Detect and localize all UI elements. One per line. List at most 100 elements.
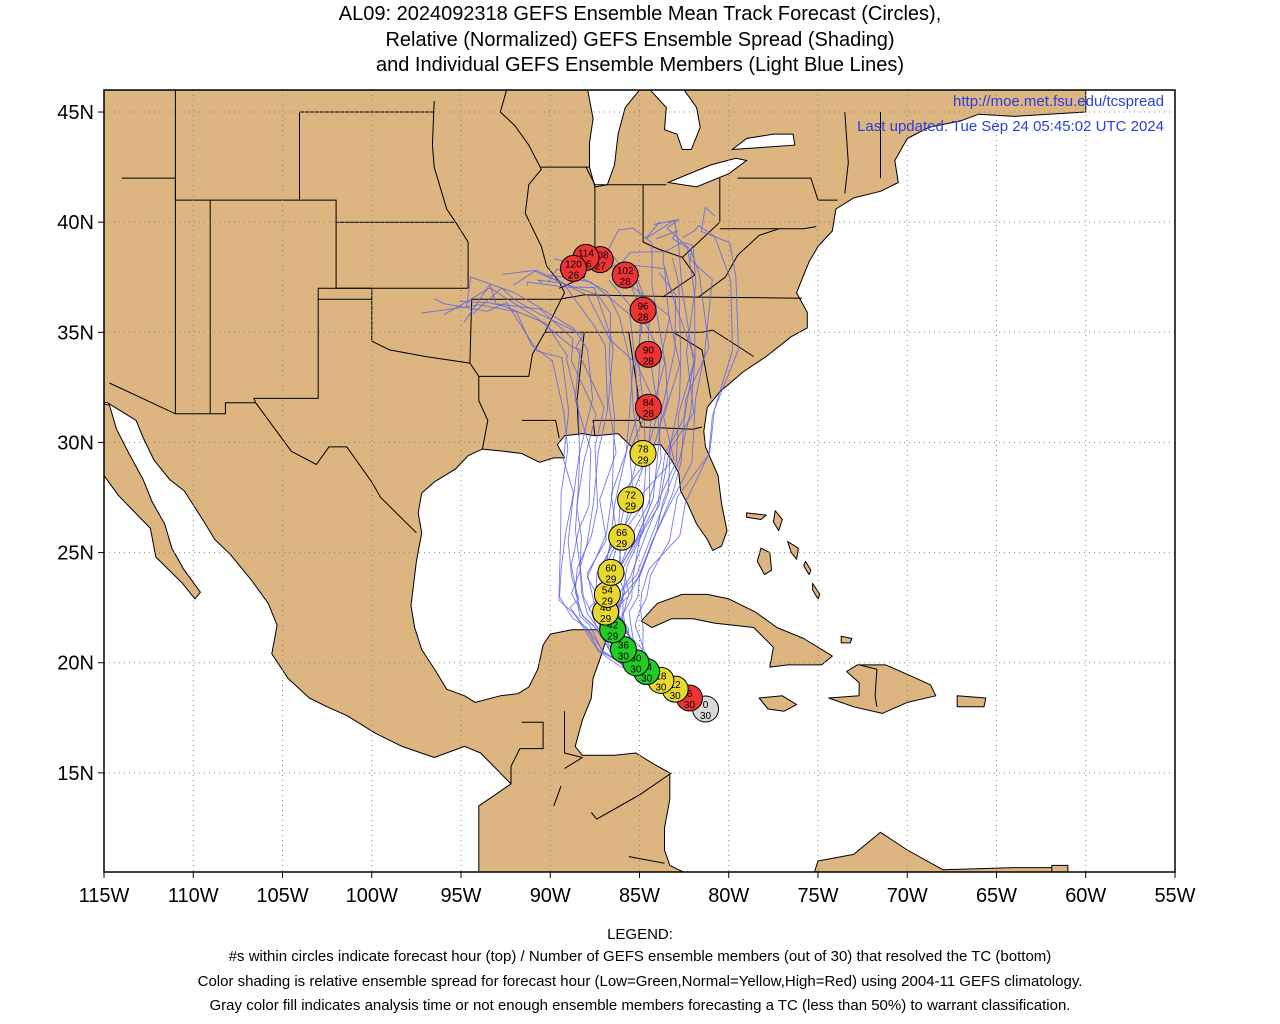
forecast-hour-label: 30 xyxy=(630,654,642,665)
boundary-line xyxy=(628,856,665,864)
forecast-hour-label: 0 xyxy=(703,700,709,711)
member-count-label: 30 xyxy=(630,665,642,676)
member-count-label: 30 xyxy=(684,700,696,711)
forecast-hour-label: 84 xyxy=(643,398,655,409)
mean-track-circles: 0306301230183024303030363042294829542960… xyxy=(559,243,720,723)
credit-url[interactable]: http://moe.met.fsu.edu/tcspread xyxy=(953,93,1164,110)
boundary-line xyxy=(318,287,489,450)
track-point-circle xyxy=(634,393,662,421)
forecast-hour-label: 78 xyxy=(638,444,650,455)
member-count-label: 27 xyxy=(595,262,607,273)
forecast-hour-label: 108 xyxy=(592,251,609,262)
title-line-2: Relative (Normalized) GEFS Ensemble Spre… xyxy=(385,29,895,51)
baja-california-land xyxy=(104,403,201,600)
forecast-hour-label: 42 xyxy=(607,621,619,632)
forecast-hour-label: 114 xyxy=(578,248,594,259)
andros-land xyxy=(756,547,773,576)
lon-tick-label: 105W xyxy=(256,885,308,907)
forecast-hour-label: 12 xyxy=(670,680,682,691)
lon-tick-label: 55W xyxy=(1154,885,1195,907)
member-count-label: 29 xyxy=(625,502,637,513)
boundary-line xyxy=(719,226,817,230)
lon-tick-label: 70W xyxy=(887,885,928,907)
latitude-labels: 15N 20N 25N 30N 35N 40N 45N xyxy=(57,102,104,785)
member-count-label: 28 xyxy=(643,356,655,367)
longitude-labels: 115W 110W 105W 100W 95W 90W 85W 80W 75W 70W 65W 60W… xyxy=(79,872,1196,907)
hispaniola-land xyxy=(828,664,937,714)
lon-tick-label: 85W xyxy=(619,885,660,907)
legend-line-2: Color shading is relative ensemble sprea… xyxy=(197,973,1083,990)
abaco-land xyxy=(772,510,783,532)
member-count-label: 28 xyxy=(620,277,632,288)
boundary-line xyxy=(253,288,319,403)
boundary-line xyxy=(564,711,583,758)
member-count-label: 30 xyxy=(670,691,682,702)
cat-island-land xyxy=(803,560,812,576)
boundary-line xyxy=(521,419,560,439)
lon-tick-label: 80W xyxy=(708,885,749,907)
boundary-line xyxy=(844,111,849,194)
boundary-line xyxy=(510,721,544,784)
trinidad-land xyxy=(1051,864,1069,872)
forecast-hour-label: 96 xyxy=(638,301,650,312)
title-line-3: and Individual GEFS Ensemble Members (Li… xyxy=(375,54,905,76)
member-count-label: 30 xyxy=(700,711,712,722)
boundary-line xyxy=(469,299,473,364)
forecast-hour-label: 120 xyxy=(565,259,582,270)
eleuthera-land xyxy=(787,541,799,560)
lon-tick-label: 100W xyxy=(346,885,398,907)
lon-tick-label: 65W xyxy=(976,885,1017,907)
track-point-circle xyxy=(611,261,639,289)
forecast-hour-label: 6 xyxy=(687,689,693,700)
boundary-line xyxy=(585,166,596,185)
boundary-line xyxy=(499,90,508,113)
land-layer xyxy=(104,68,1087,872)
legend-line-1: #s within circles indicate forecast hour… xyxy=(228,948,1052,965)
forecast-hour-label: 48 xyxy=(600,603,612,614)
track-point-circle xyxy=(617,486,645,514)
puerto-rico-land xyxy=(956,695,987,708)
lat-tick-label: 15N xyxy=(57,763,94,785)
legend-heading: LEGEND: xyxy=(607,926,673,943)
member-count-label: 29 xyxy=(607,632,619,643)
boundary-line xyxy=(642,184,696,298)
great-inagua-land xyxy=(840,635,853,644)
lat-tick-label: 40N xyxy=(57,212,94,234)
lon-tick-label: 110W xyxy=(168,885,219,907)
track-point-circle xyxy=(629,439,657,467)
boundary-line xyxy=(109,382,417,534)
last-updated: Last updated: Tue Sep 24 05:45:02 UTC 20… xyxy=(857,118,1164,135)
track-point-circle xyxy=(597,558,625,586)
jamaica-land xyxy=(758,695,798,712)
member-count-label: 30 xyxy=(618,652,630,663)
lat-tick-label: 20N xyxy=(57,653,94,675)
track-point-circle xyxy=(634,340,662,368)
lat-tick-label: 30N xyxy=(57,432,94,454)
forecast-hour-label: 66 xyxy=(616,528,628,539)
lon-tick-label: 75W xyxy=(797,885,838,907)
member-count-label: 30 xyxy=(641,674,653,685)
member-count-label: 29 xyxy=(605,574,617,585)
lat-tick-label: 25N xyxy=(57,543,94,565)
boundary-line xyxy=(431,100,469,289)
forecast-hour-label: 18 xyxy=(655,671,667,682)
title-line-1: AL09: 2024092318 GEFS Ensemble Mean Trac… xyxy=(338,3,942,25)
boundary-line xyxy=(499,111,566,377)
cuba-land xyxy=(640,593,833,668)
lon-tick-label: 115W xyxy=(79,885,130,907)
north-america-land xyxy=(104,90,1087,872)
lake-superior-water xyxy=(515,68,551,75)
member-count-label: 28 xyxy=(643,409,655,420)
boundary-line xyxy=(471,294,802,300)
boundary-line xyxy=(698,228,779,298)
